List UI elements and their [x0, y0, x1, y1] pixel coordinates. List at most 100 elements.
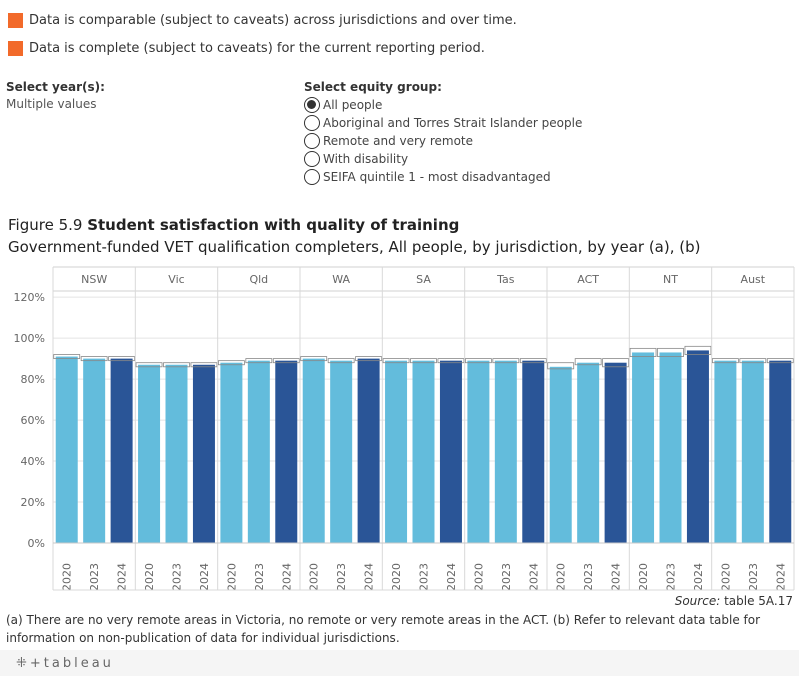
bar: [577, 362, 600, 543]
error-bar: [711, 358, 739, 364]
radio-selected-icon[interactable]: [304, 97, 320, 113]
radio-disability[interactable]: With disability: [304, 151, 408, 167]
panel-label: Tas: [496, 273, 515, 286]
panel-label: NT: [663, 273, 678, 286]
error-bar: [629, 347, 657, 357]
error-bar: [245, 358, 273, 364]
x-tick-label: 2024: [116, 563, 129, 591]
bar: [659, 352, 682, 543]
error-bar: [657, 347, 684, 357]
year-filter-value[interactable]: Multiple values: [6, 97, 97, 111]
bar: [439, 360, 462, 543]
complete-swatch: [8, 41, 23, 56]
x-tick-label: 2023: [418, 563, 431, 591]
radio-seifa[interactable]: SEIFA quintile 1 - most disadvantaged: [304, 169, 551, 185]
radio-remote[interactable]: Remote and very remote: [304, 133, 473, 149]
y-tick-label: 80%: [21, 373, 45, 386]
x-tick-label: 2020: [555, 563, 568, 591]
source-label: Source:: [674, 594, 721, 608]
panel-label: NSW: [81, 273, 107, 286]
panel-label: Vic: [168, 273, 184, 286]
y-tick-label: 0%: [28, 537, 45, 550]
x-tick-label: 2024: [692, 563, 705, 591]
x-tick-label: 2020: [719, 563, 732, 591]
error-bar: [272, 358, 300, 364]
x-tick-label: 2023: [665, 563, 678, 591]
error-bar: [108, 356, 136, 362]
bar: [55, 356, 78, 543]
bar: [247, 360, 270, 543]
error-bar: [684, 345, 712, 355]
radio-label: Remote and very remote: [323, 134, 474, 148]
bar: [412, 360, 435, 543]
radio-all-people[interactable]: All people: [304, 97, 382, 113]
error-bar: [739, 358, 767, 364]
source-note: Source: table 5A.17: [675, 594, 793, 608]
source-text: table 5A.17: [720, 594, 793, 608]
error-bar: [53, 354, 81, 360]
y-tick-label: 40%: [21, 455, 45, 468]
error-bar: [135, 362, 163, 368]
error-bar: [382, 358, 410, 364]
error-bar: [766, 358, 794, 364]
error-bar: [574, 358, 602, 366]
x-tick-label: 2024: [280, 563, 293, 591]
x-tick-label: 2024: [527, 563, 540, 591]
bar: [330, 360, 353, 543]
panel-label: SA: [416, 273, 431, 286]
legend-text-complete: Data is complete (subject to caveats) fo…: [29, 41, 485, 56]
x-tick-label: 2024: [445, 563, 458, 591]
bar: [220, 362, 243, 543]
radio-label: SEIFA quintile 1 - most disadvantaged: [323, 170, 551, 184]
panel-label: ACT: [577, 273, 599, 286]
radio-unselected-icon[interactable]: [304, 115, 320, 131]
legend-item-complete: Data is complete (subject to caveats) fo…: [8, 41, 485, 56]
bar: [302, 358, 325, 543]
footnote: (a) There are no very remote areas in Vi…: [6, 613, 761, 645]
x-tick-label: 2020: [225, 563, 238, 591]
x-tick-label: 2023: [171, 563, 184, 591]
x-tick-label: 2020: [308, 563, 321, 591]
legend-item-comparable: Data is comparable (subject to caveats) …: [8, 13, 517, 28]
x-tick-label: 2023: [500, 563, 513, 591]
bar: [494, 360, 517, 543]
error-bar: [300, 356, 328, 362]
error-bar: [519, 358, 547, 364]
y-tick-label: 60%: [21, 414, 45, 427]
error-bar: [492, 358, 520, 364]
bar: [604, 362, 627, 543]
error-bar: [602, 358, 630, 368]
error-bar: [355, 356, 383, 362]
panel-label: Aust: [741, 273, 766, 286]
bar: [769, 360, 792, 543]
x-tick-label: 2020: [637, 563, 650, 591]
bar: [275, 360, 298, 543]
tableau-logo[interactable]: ⁜+tableau: [16, 656, 114, 671]
radio-aboriginal[interactable]: Aboriginal and Torres Strait Islander pe…: [304, 115, 582, 131]
error-bar: [547, 362, 575, 370]
x-tick-label: 2020: [61, 563, 74, 591]
x-tick-label: 2020: [472, 563, 485, 591]
y-tick-label: 120%: [14, 291, 45, 304]
bar: [165, 364, 188, 543]
radio-unselected-icon[interactable]: [304, 133, 320, 149]
x-tick-label: 2023: [253, 563, 266, 591]
error-bar: [190, 362, 218, 368]
panel-label: Qld: [249, 273, 268, 286]
radio-unselected-icon[interactable]: [304, 169, 320, 185]
x-tick-label: 2020: [143, 563, 156, 591]
figure-title: Figure 5.9 Student satisfaction with qua…: [8, 216, 459, 234]
panel-label: WA: [332, 273, 350, 286]
y-tick-label: 100%: [14, 332, 45, 345]
legend-text-comparable: Data is comparable (subject to caveats) …: [29, 13, 517, 28]
bar: [467, 360, 490, 543]
equity-filter-label: Select equity group:: [304, 80, 442, 94]
radio-unselected-icon[interactable]: [304, 151, 320, 167]
x-tick-label: 2024: [774, 563, 787, 591]
bar: [357, 358, 380, 543]
error-bar: [437, 358, 465, 364]
bar-chart[interactable]: 0% 20% 40% 60% 80% 100% 120% NSW 2020 2023 2024 Vic…: [0, 265, 799, 595]
bar: [549, 366, 572, 543]
year-filter-label: Select year(s):: [6, 80, 105, 94]
bar: [632, 352, 655, 543]
